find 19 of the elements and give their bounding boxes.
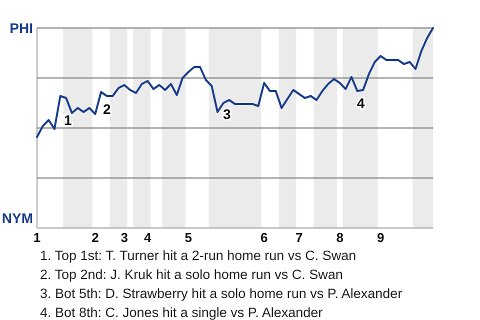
x-tick-label: 5 (184, 230, 192, 245)
y-axis-title: NYM (2, 210, 33, 226)
x-tick-label: 6 (260, 230, 268, 245)
x-tick-label: 9 (376, 230, 384, 245)
annotation: 2 (102, 101, 111, 117)
x-tick-label: 3 (120, 230, 128, 245)
ref-line-label: PHI (10, 20, 33, 36)
x-tick-label: 4 (144, 230, 152, 245)
text: 1. Top 1st: T. Turner hit a 2-run home run vs C. Swan (40, 248, 356, 263)
text: 2. Top 2nd: J. Kruk hit a solo home run vs C. Swan (40, 267, 343, 282)
x-tick-label: 8 (336, 230, 344, 245)
annotation: 3 (222, 106, 231, 122)
text: 3. Bot 5th: D. Strawberry hit a solo home run vs P. Alexander (40, 286, 403, 301)
annotation: 1 (64, 112, 72, 128)
x-tick-label: 1 (33, 230, 41, 245)
x-tick-label: 7 (295, 230, 303, 245)
x-tick-label: 2 (92, 230, 99, 245)
annotation: 4 (356, 95, 365, 111)
text: 4. Bot 8th: C. Jones hit a single vs P. Alexander (40, 305, 324, 320)
